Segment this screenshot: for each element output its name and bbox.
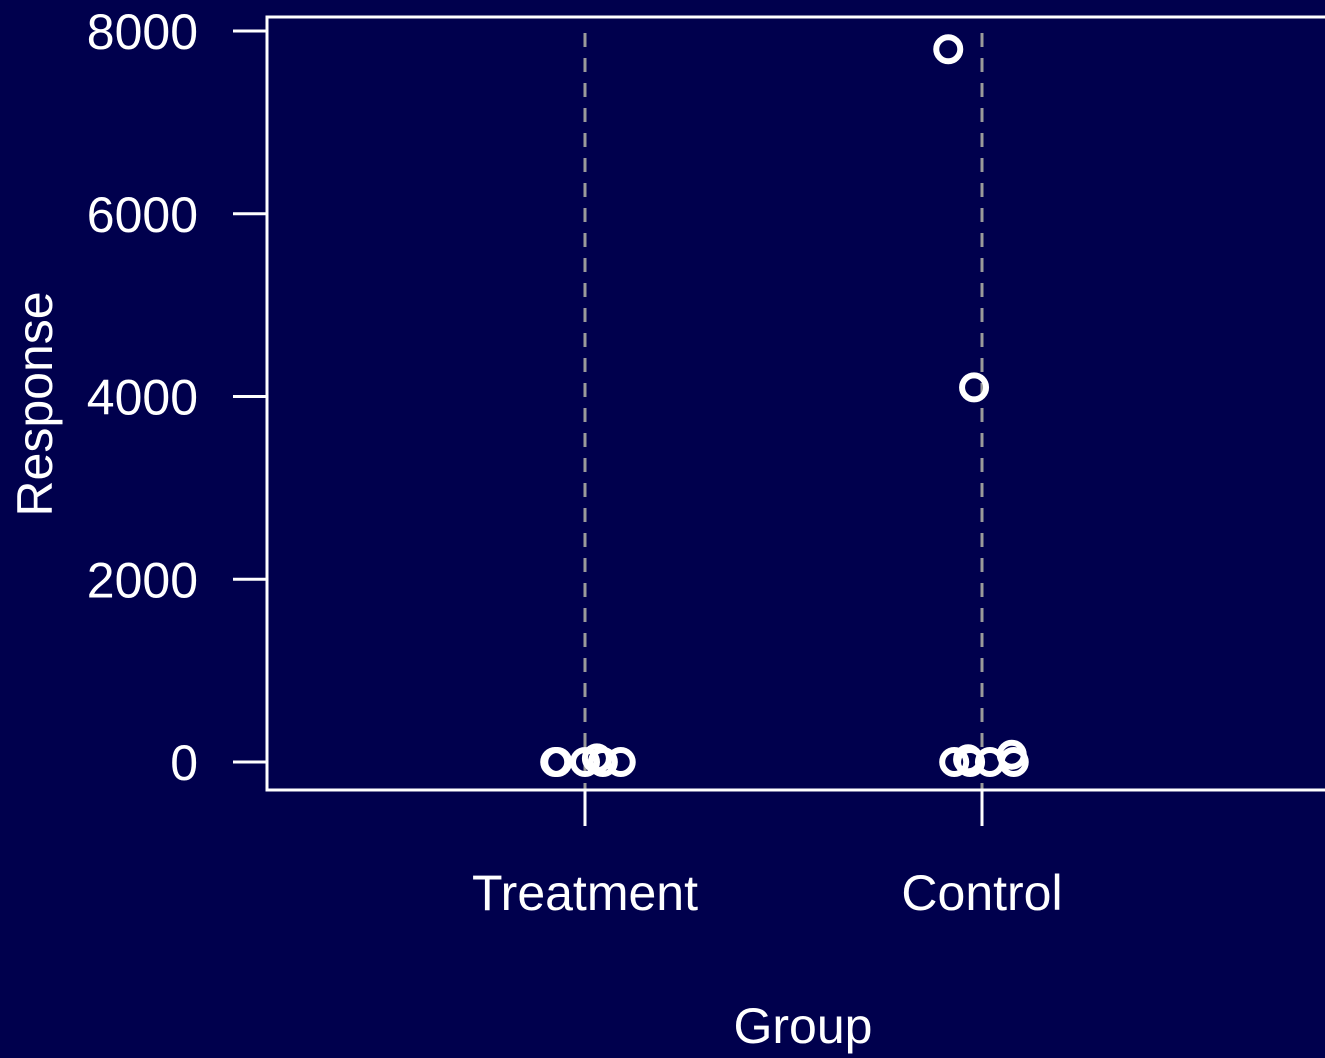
y-tick-label-6000: 6000	[87, 187, 198, 243]
data-point-treatment-4	[587, 747, 618, 777]
x-axis-title: Group	[734, 998, 873, 1054]
data-point-control-10	[955, 747, 986, 777]
data-point-control-13	[998, 747, 1029, 777]
data-point-control-6	[933, 34, 964, 65]
data-point-treatment-5	[605, 747, 636, 777]
y-tick-label-2000: 2000	[87, 552, 198, 608]
y-axis-title: Response	[7, 291, 63, 516]
plot-frame	[265, 15, 1325, 792]
x-tick-label-control: Control	[901, 865, 1062, 921]
data-point-treatment-1	[540, 747, 571, 777]
data-point-control-8	[939, 747, 970, 777]
y-tick-label-4000: 4000	[87, 370, 198, 426]
data-point-control-7	[959, 372, 990, 403]
y-tick-label-0: 0	[170, 735, 198, 791]
x-tick-label-treatment: Treatment	[472, 865, 698, 921]
y-tick-label-8000: 8000	[87, 4, 198, 60]
